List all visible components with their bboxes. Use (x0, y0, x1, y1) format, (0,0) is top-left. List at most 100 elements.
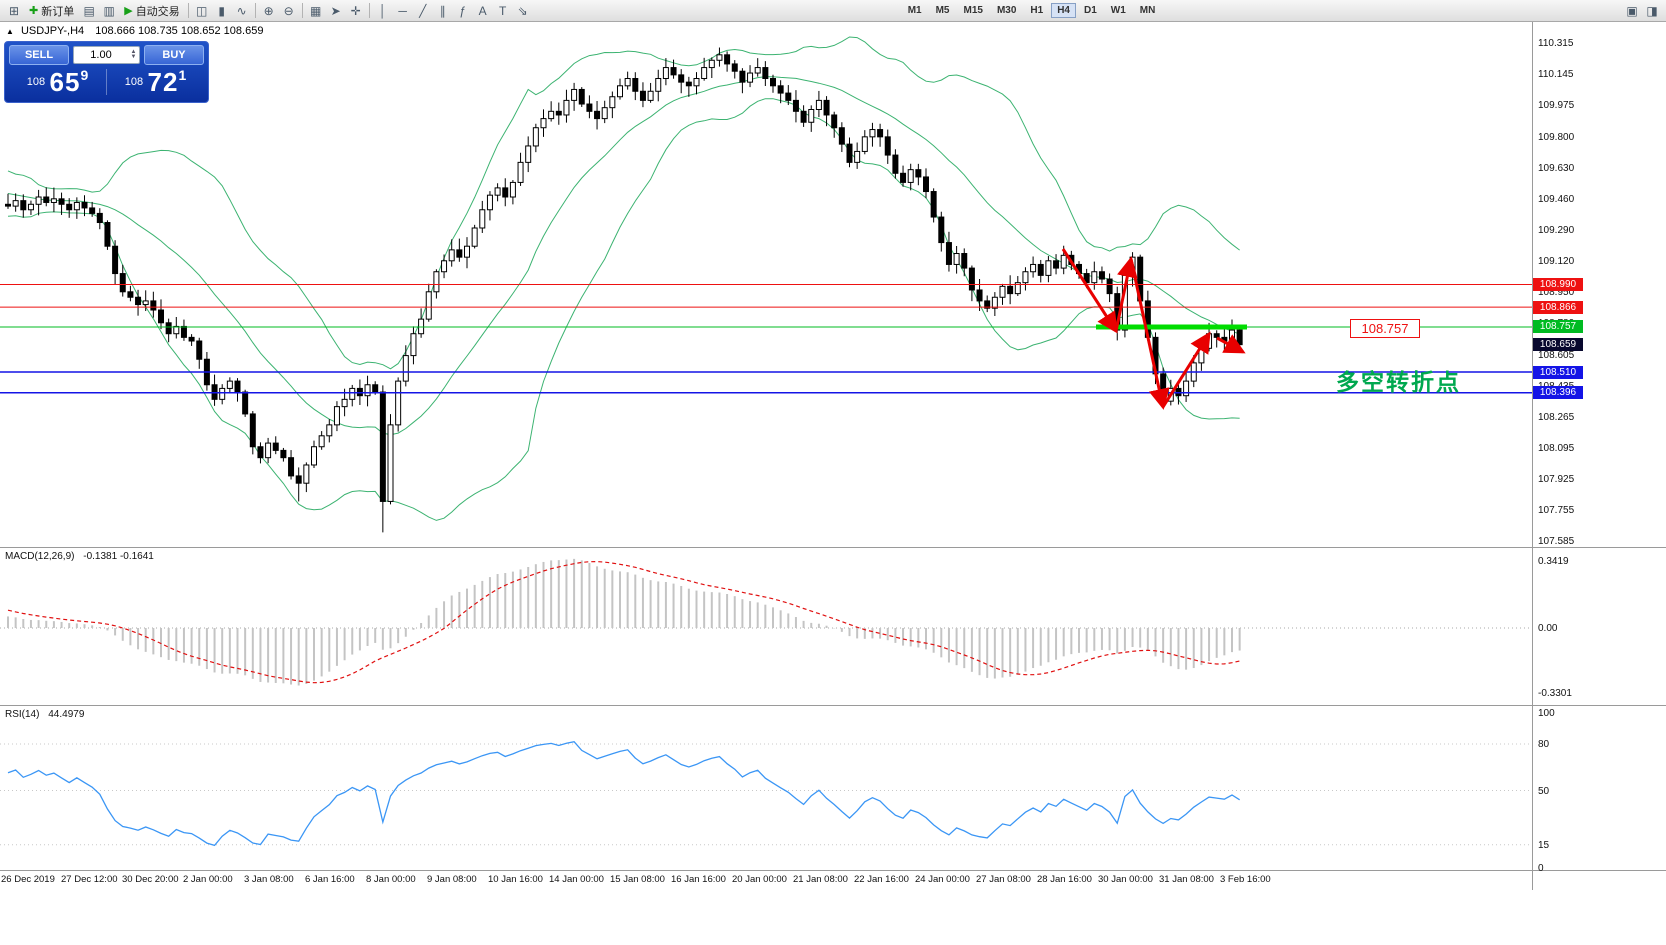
profiles-icon[interactable]: ▥ (103, 3, 115, 18)
candle-body (571, 88, 578, 101)
volume-up-icon[interactable]: ▲ (130, 49, 137, 55)
arrows-tool-icon[interactable]: ⇘ (517, 3, 528, 18)
ask-prefix: 108 (124, 75, 144, 88)
text-icon[interactable]: A (478, 3, 487, 18)
chinese-annotation[interactable]: 多空转折点 (1336, 369, 1461, 395)
candle-body (379, 391, 386, 502)
time-axis-label: 10 Jan 16:00 (488, 874, 543, 885)
timeframe-button-d1[interactable]: D1 (1084, 5, 1097, 16)
candle-body (517, 161, 524, 183)
candle-body (418, 318, 425, 335)
candle-body (341, 398, 348, 408)
candle-body (754, 67, 761, 74)
ask-big: 72 (147, 66, 179, 97)
red-arrow-annotation[interactable] (1114, 256, 1138, 332)
candle-body (35, 196, 42, 205)
autotrade-button[interactable]: ▶ 自动交易 (119, 2, 184, 20)
candle-body (884, 136, 891, 156)
volume-spinner[interactable]: ▲ ▼ (128, 49, 139, 60)
red-arrow-annotation[interactable] (1161, 331, 1211, 408)
timeframe-button-m30[interactable]: M30 (996, 5, 1017, 16)
ask-sup: 1 (178, 66, 187, 83)
collapse-trade-panel-icon[interactable]: ▲ (6, 27, 14, 36)
price-scale-label: 109.975 (1538, 99, 1575, 111)
chart-macd-separator[interactable] (0, 547, 1666, 548)
candle-body (1053, 260, 1060, 269)
macd-scale-label: 0.3419 (1538, 555, 1569, 567)
timeframe-button-m1[interactable]: M1 (907, 5, 922, 16)
rsi-scale-label: 50 (1538, 785, 1550, 797)
horizontal-line-icon[interactable]: ─ (398, 3, 407, 18)
red-arrow-annotation[interactable] (1061, 248, 1118, 334)
price-scale-label: 108.605 (1538, 349, 1575, 361)
timeframe-button-mn[interactable]: MN (1139, 5, 1156, 16)
timeframe-button-w1[interactable]: W1 (1110, 5, 1126, 16)
candle-body (1030, 263, 1037, 273)
line-chart-icon[interactable]: ∿ (236, 3, 247, 18)
candle-body (662, 67, 669, 80)
candle-body (280, 449, 287, 459)
price-badge: 108.396 (1533, 386, 1583, 400)
candle-body (372, 384, 379, 393)
main-chart-canvas[interactable] (0, 22, 1532, 547)
candle-body (456, 249, 463, 258)
timeframe-button-h1[interactable]: H1 (1030, 5, 1044, 16)
macd-name: MACD(12,26,9) (5, 551, 75, 562)
candle-body (1045, 260, 1052, 276)
candle-body (670, 67, 677, 76)
price-scale-label: 110.315 (1538, 37, 1574, 49)
crosshair-icon[interactable]: ✛ (350, 3, 361, 18)
timeframe-button-m15[interactable]: M15 (963, 5, 983, 16)
tile-windows-icon[interactable]: ▦ (310, 3, 322, 18)
charts-layout-icon[interactable]: ▤ (83, 3, 95, 18)
price-scale[interactable]: 110.315 110.145 109.975 109.800 109.630 109.4… (1533, 22, 1666, 890)
price-level-label[interactable]: 108.757 (1350, 319, 1420, 338)
candle-body (900, 172, 907, 183)
fibonacci-icon[interactable]: ƒ (459, 3, 467, 18)
volume-input[interactable]: 1.00 ▲ ▼ (73, 46, 140, 64)
macd-panel-canvas[interactable] (0, 548, 1532, 705)
candle-body (724, 54, 731, 65)
candle-body (923, 176, 929, 193)
candle-body (12, 200, 19, 207)
red-arrow-annotation[interactable] (1129, 258, 1170, 410)
label-icon[interactable]: T (499, 3, 507, 18)
channel-icon[interactable]: ∥ (439, 3, 446, 18)
candle-body (609, 96, 616, 109)
candle-body (708, 59, 715, 69)
buy-button[interactable]: BUY (144, 45, 204, 65)
time-axis[interactable]: 26 Dec 2019 27 Dec 12:00 30 Dec 20:00 2 Jan… (0, 872, 1532, 888)
ohlc-values: 108.666 108.735 108.652 108.659 (95, 25, 264, 37)
candle-body (976, 289, 983, 302)
zoom-in-icon[interactable]: ⊕ (263, 3, 274, 18)
macd-scale-label: -0.3301 (1538, 687, 1572, 699)
price-badge: 108.757 (1533, 320, 1583, 334)
candle-body (89, 207, 96, 214)
volume-down-icon[interactable]: ▼ (130, 54, 137, 60)
candle-body (846, 143, 853, 163)
candle-body (792, 99, 799, 112)
macd-rsi-separator[interactable] (0, 705, 1666, 706)
volume-value[interactable]: 1.00 (90, 49, 112, 61)
red-arrow-annotation[interactable] (1216, 334, 1246, 354)
rsi-panel-canvas[interactable] (0, 706, 1532, 870)
new-chart-icon[interactable]: ⊞ (8, 3, 20, 18)
timeframe-button-h4[interactable]: H4 (1051, 3, 1076, 18)
candle-body (777, 85, 784, 94)
candle-body (326, 424, 333, 437)
timeframe-button-m5[interactable]: M5 (935, 5, 950, 16)
candle-body (165, 322, 172, 335)
window-icon-2[interactable]: ◨ (1646, 3, 1658, 18)
sell-button[interactable]: SELL (9, 45, 69, 65)
candle-body (395, 380, 402, 426)
bar-chart-icon[interactable]: ◫ (196, 3, 208, 18)
window-icon-1[interactable]: ▣ (1626, 3, 1638, 18)
new-order-button[interactable]: ✚ 新订单 (24, 2, 79, 20)
rsi-scale-label: 15 (1538, 839, 1550, 851)
zoom-out-icon[interactable]: ⊖ (283, 3, 294, 18)
price-badge: 108.866 (1533, 300, 1583, 314)
vertical-line-icon[interactable]: │ (378, 3, 387, 18)
candlestick-chart-icon[interactable]: ▮ (218, 3, 225, 18)
cursor-icon[interactable]: ➤ (330, 3, 341, 18)
trendline-icon[interactable]: ╱ (419, 3, 427, 18)
